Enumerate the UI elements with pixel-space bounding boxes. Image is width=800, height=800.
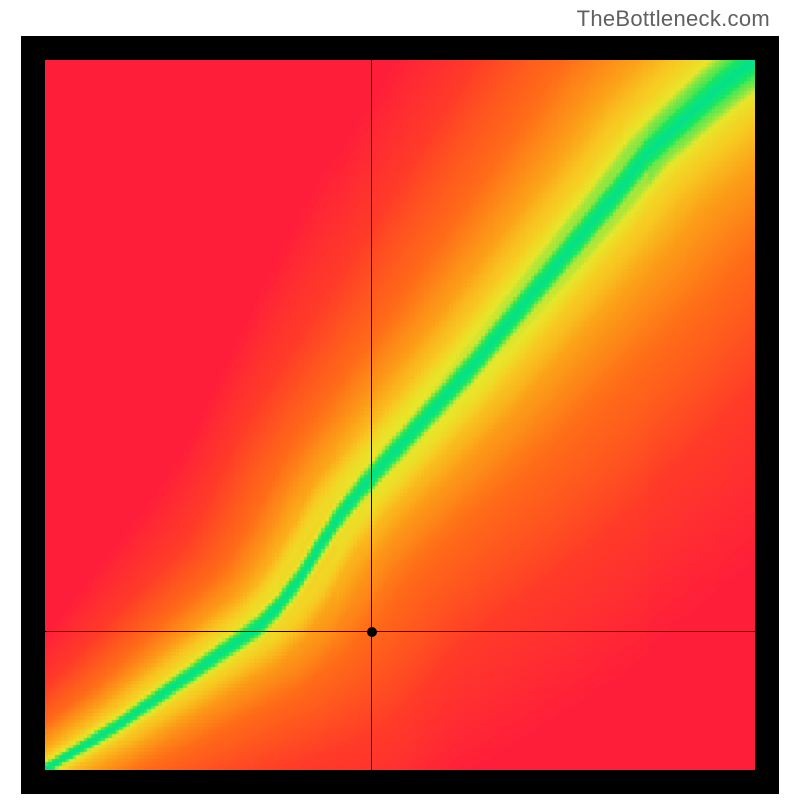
crosshair-vertical [371,60,372,770]
crosshair-marker [367,627,377,637]
attribution-text: TheBottleneck.com [577,6,770,32]
crosshair-horizontal [45,631,755,632]
heatmap-canvas [45,60,755,770]
root: TheBottleneck.com [0,0,800,800]
